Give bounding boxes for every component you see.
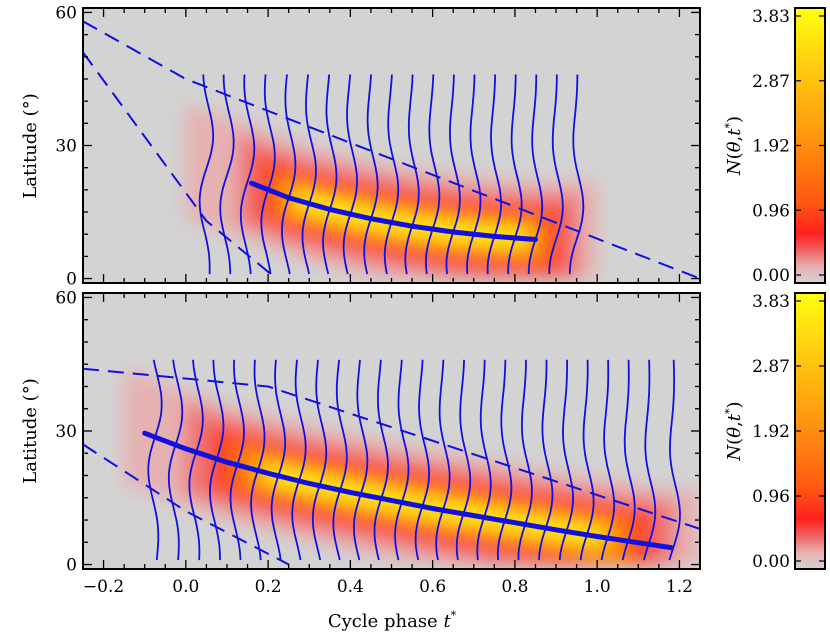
top-lower-envelope (83, 51, 277, 280)
bottom-profile-curve (643, 359, 657, 561)
xlabel: Cycle phase t* (328, 609, 457, 632)
bottom-ylabel: Latitude (°) (20, 378, 41, 483)
bottom-colorbar-tick-label: 2.87 (752, 357, 790, 377)
bottom-profile-curve (311, 359, 328, 561)
bottom-profile-curve (496, 359, 513, 561)
top-profile-curve (424, 74, 441, 275)
top-profile-curve (507, 74, 523, 275)
top-colorbar-tick-label: 0.00 (752, 266, 790, 286)
top-profile-curve (383, 74, 400, 275)
bottom-x-tick-label: 0.2 (255, 577, 282, 597)
bottom-profile-curve (600, 359, 616, 561)
bottom-profile-curve (579, 359, 595, 561)
bottom-profile-curve (455, 359, 472, 561)
top-ylabel: Latitude (°) (20, 93, 41, 198)
bottom-y-tick-label: 0 (66, 556, 77, 576)
top-colorbar-tick-label: 1.92 (752, 137, 790, 157)
bottom-profile-curve (147, 359, 163, 561)
bottom-x-tick-label: −0.2 (83, 577, 124, 597)
top-profile-curve (322, 74, 338, 275)
top-profile-curve (486, 74, 503, 275)
top-panel: 0 30 60 (55, 3, 701, 290)
bottom-profile-curve (373, 359, 389, 561)
bottom-profile-curve (188, 359, 204, 561)
bottom-y-tick-label: 30 (55, 422, 77, 442)
bottom-x-tick-label: 1.0 (584, 577, 611, 597)
bottom-x-tick-label: 1.2 (666, 577, 693, 597)
top-upper-envelope (83, 20, 700, 280)
bottom-colorbar-tick-label: 0.00 (752, 552, 790, 572)
top-profile-curve (342, 74, 359, 275)
bottom-x-tick-label: 0.8 (501, 577, 528, 597)
top-profile-curve (301, 74, 317, 275)
bottom-profile-curve (621, 359, 636, 561)
top-y-tick-label: 60 (55, 3, 77, 23)
top-profile-curve (466, 74, 482, 275)
bottom-profile-curve (414, 359, 431, 561)
top-profile-curve (198, 74, 215, 275)
bottom-upper-envelope (83, 367, 700, 530)
top-profile-curve (363, 74, 379, 275)
top-y-tick-label: 30 (55, 137, 77, 157)
bottom-x-tick-label: 0.0 (172, 577, 199, 597)
bottom-profile-curve (291, 359, 307, 561)
bottom-overlay-lines (83, 359, 700, 566)
bottom-profile-curve (394, 359, 410, 561)
top-profile-curve (404, 74, 420, 275)
top-y-tick-label: 0 (66, 270, 77, 290)
top-profile-curve (239, 74, 256, 275)
bottom-x-tick-label: 0.4 (337, 577, 364, 597)
bottom-profile-curve (332, 359, 348, 561)
bottom-lower-envelope (83, 443, 290, 566)
bottom-x-tick-label: 0.6 (419, 577, 446, 597)
bottom-profile-curve (476, 359, 492, 561)
top-profile-curve (260, 74, 276, 275)
top-colorbar-tick-label: 3.83 (752, 7, 790, 27)
top-profile-curve (445, 74, 461, 275)
bottom-colorbar-tick-label: 0.96 (752, 487, 790, 507)
bottom-profile-curve (250, 359, 266, 561)
bottom-profile-curve (167, 359, 184, 561)
xlabel-text: Cycle phase t* (328, 609, 457, 632)
bottom-profile-curve (558, 359, 575, 561)
bottom-profile-curve (668, 359, 681, 561)
top-profile-curve (281, 74, 297, 275)
bottom-panel: −0.2 0.0 0.2 0.4 0.6 0.8 1.0 1.2 0 30 60 (55, 288, 701, 597)
bottom-profile-curve (435, 359, 451, 561)
bottom-profile-curve (270, 359, 286, 561)
top-overlay-lines (83, 20, 700, 280)
bottom-profile-curve (352, 359, 369, 561)
top-colorbar-tick-label: 0.96 (752, 201, 790, 221)
top-colorbar-label: N(θ,t*) (723, 116, 745, 176)
bottom-colorbar-tick-label: 1.92 (752, 422, 790, 442)
bottom-colorbar-tick-label: 3.83 (752, 292, 790, 312)
bottom-colorbar-label: N(θ,t*) (723, 401, 745, 461)
colorbar-bottom: 3.83 2.87 1.92 0.96 0.00 N(θ,t*) (723, 292, 826, 572)
bottom-profile-curve (229, 359, 245, 561)
bottom-y-tick-label: 60 (55, 288, 77, 308)
colorbar-top: 3.83 2.87 1.92 0.96 0.00 N(θ,t*) (723, 7, 826, 286)
top-profile-curve (548, 74, 564, 275)
top-profile-curve (568, 74, 585, 275)
top-colorbar-tick-label: 2.87 (752, 72, 790, 92)
top-centroid-line (249, 180, 538, 242)
bottom-centroid-line (142, 430, 674, 551)
top-profile-curve (219, 74, 235, 275)
